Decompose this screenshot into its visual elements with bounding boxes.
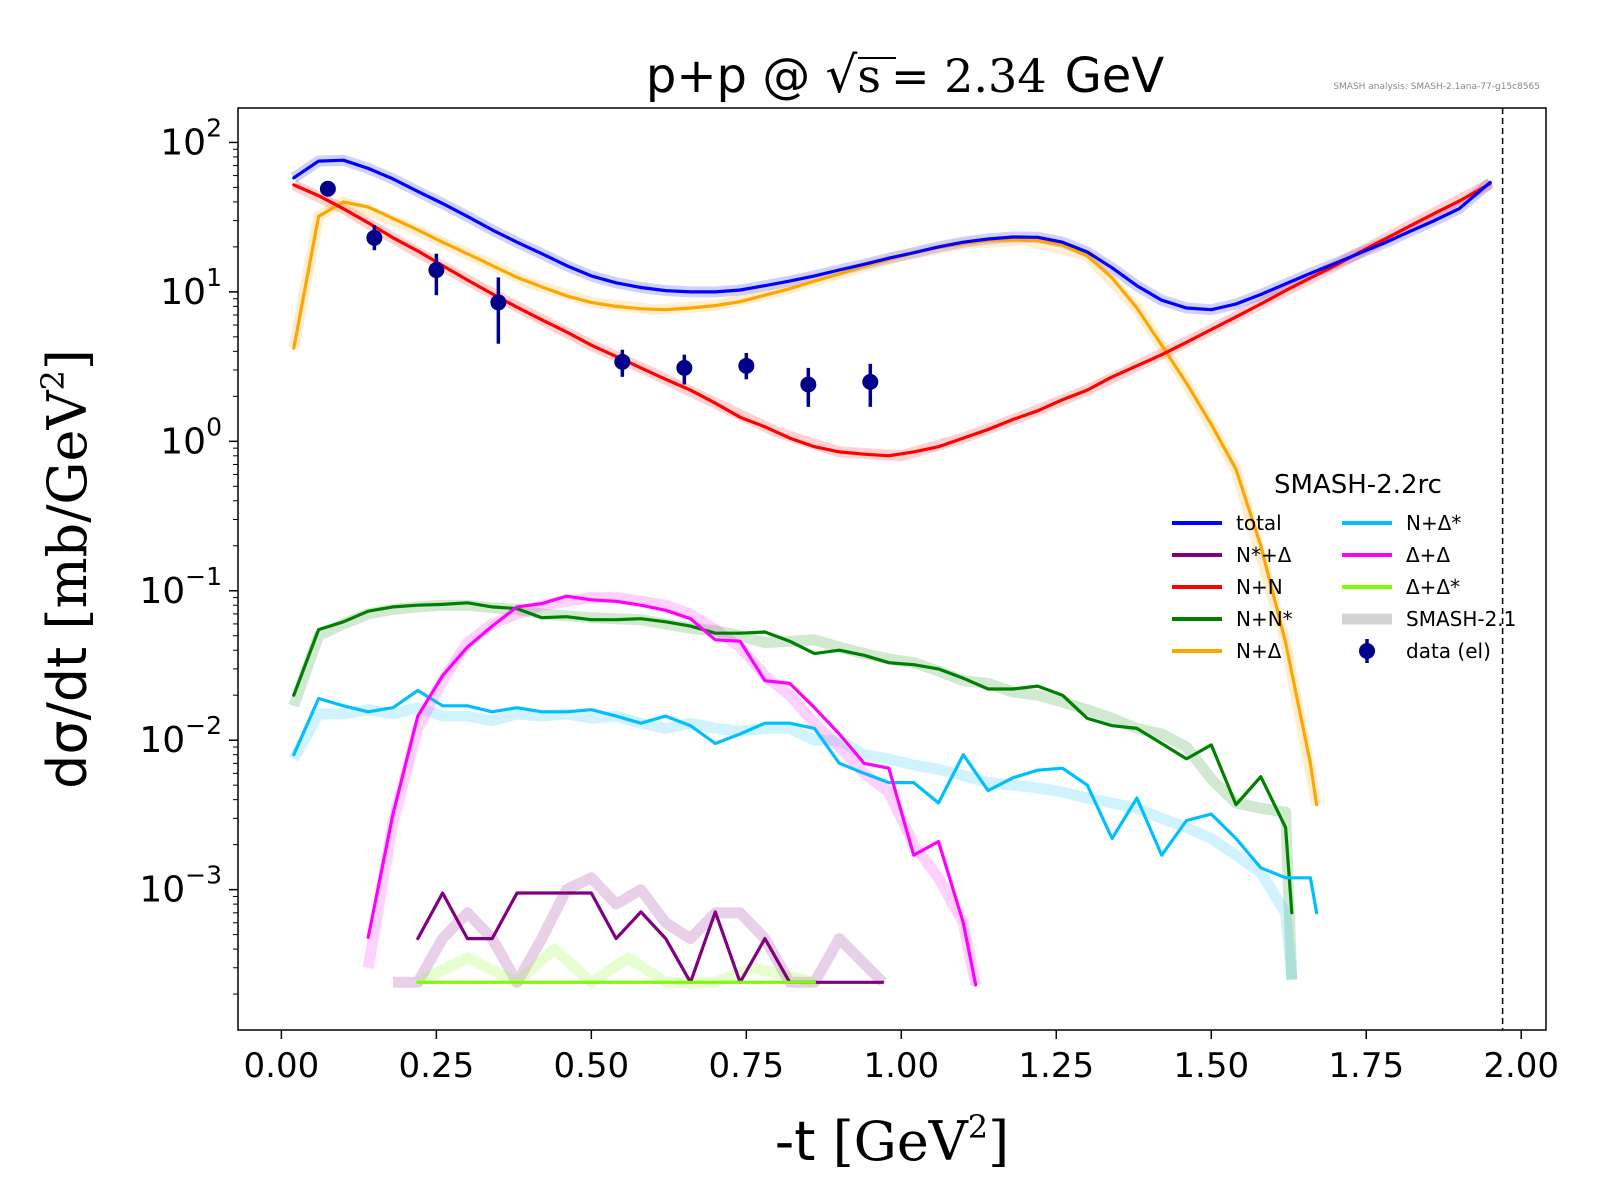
chart-title: p+p @ √s = 2.34 GeV — [646, 46, 1164, 104]
x-tick-label: 0.00 — [244, 1046, 320, 1086]
legend-item-: Δ+Δ — [1342, 543, 1450, 567]
legend-label: N*+Δ — [1236, 543, 1292, 567]
watermark: SMASH analysis: SMASH-2.1ana-77-g15c8565 — [1333, 82, 1540, 92]
x-tick-label: 1.50 — [1173, 1046, 1249, 1086]
x-tick-label: 0.75 — [708, 1046, 784, 1086]
y-tick-label: 10−1 — [139, 562, 222, 612]
legend-label: data (el) — [1406, 639, 1491, 663]
legend-item-n-nstar: N+N* — [1172, 607, 1293, 631]
y-axis: 10−3 10−2 10−1 100 101 102 — [139, 113, 238, 995]
legend-item-smash-2-1: SMASH-2.1 — [1342, 607, 1516, 631]
legend-label: Δ+Δ* — [1406, 575, 1460, 599]
x-tick-label: 0.50 — [553, 1046, 629, 1086]
legend-item-n-n: N+N — [1172, 575, 1283, 599]
legend-item-nstar: N*+Δ — [1172, 543, 1292, 567]
data-point — [614, 353, 631, 370]
legend-label: SMASH-2.1 — [1406, 607, 1516, 631]
reference-band-5 — [362, 592, 982, 987]
y-tick-label: 10−2 — [139, 711, 222, 761]
data-point — [676, 359, 693, 376]
y-tick-label: 10−3 — [139, 861, 222, 911]
data-point — [490, 294, 507, 311]
legend: SMASH-2.2rc total N*+Δ N+N N+N* N+Δ N+Δ* Δ+Δ Δ+… — [1172, 470, 1516, 663]
plot-frame — [237, 107, 1547, 1031]
data-point — [738, 357, 755, 374]
data-point — [366, 229, 383, 246]
y-tick-label: 102 — [160, 113, 222, 163]
legend-label: total — [1236, 511, 1282, 535]
series-line-n-star — [292, 688, 1319, 915]
legend-item-total: total — [1172, 511, 1282, 535]
legend-label: N+Δ* — [1406, 511, 1461, 535]
y-axis-label: dσ/dt [mb/GeV2] — [34, 349, 99, 789]
series-layer — [292, 158, 1492, 987]
data-point — [319, 180, 336, 197]
x-axis: 0.00 0.25 0.50 0.75 1.00 1.25 1.50 1.75 2.00 — [244, 1030, 1559, 1086]
legend-swatch — [1359, 643, 1375, 659]
x-tick-label: 2.00 — [1483, 1046, 1559, 1086]
x-axis-label: -t [GeV2] — [775, 1108, 1009, 1173]
x-tick-label: 1.75 — [1328, 1046, 1404, 1086]
x-tick-label: 1.25 — [1018, 1046, 1094, 1086]
data-points-layer — [319, 180, 879, 407]
data-point — [862, 373, 879, 390]
series-line- — [366, 594, 978, 987]
legend-title: SMASH-2.2rc — [1274, 470, 1442, 500]
legend-item-n: N+Δ — [1172, 639, 1282, 663]
x-tick-label: 1.00 — [863, 1046, 939, 1086]
y-tick-label: 100 — [160, 412, 222, 462]
legend-label: N+N — [1236, 575, 1283, 599]
legend-label: N+Δ — [1236, 639, 1282, 663]
legend-item-data-el: data (el) — [1359, 639, 1491, 663]
legend-label: N+N* — [1236, 607, 1293, 631]
legend-label: Δ+Δ — [1406, 543, 1450, 567]
series-line-total — [292, 158, 1492, 312]
legend-item-n-star: N+Δ* — [1342, 511, 1461, 535]
series-line-n-nstar — [292, 601, 1294, 915]
legend-item-star: Δ+Δ* — [1342, 575, 1460, 599]
y-tick-label: 101 — [160, 263, 222, 313]
data-point — [800, 376, 817, 393]
reference-band-7 — [415, 943, 816, 988]
series-line-n — [292, 200, 1319, 807]
x-tick-label: 0.25 — [399, 1046, 475, 1086]
data-point — [428, 262, 445, 279]
series-line-n-n — [292, 182, 1492, 458]
